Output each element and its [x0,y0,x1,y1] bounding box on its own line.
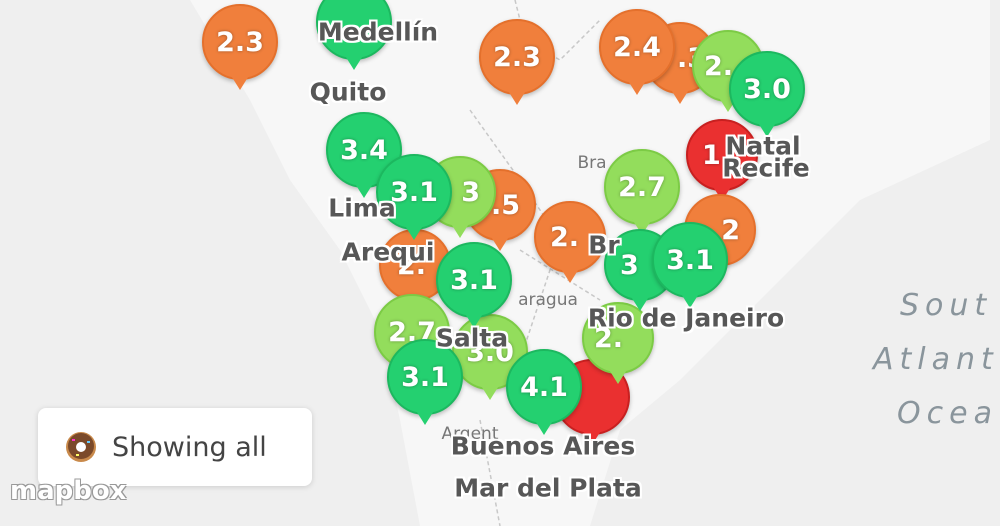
city-label: Mar del Plata [454,473,642,503]
marker[interactable]: 2.7 [604,149,680,235]
marker[interactable]: 3.1 [436,242,512,328]
marker[interactable]: 3.1 [652,222,728,308]
city-label: Salta [435,323,509,353]
place-label: Bra [577,153,607,173]
donut-icon [66,432,96,462]
marker[interactable]: 2.3 [202,4,278,90]
place-label: aragua [518,290,578,310]
marker[interactable] [316,0,392,70]
city-label: Br [588,230,620,260]
marker[interactable]: 3.1 [376,154,452,240]
logo-text: mapbox [10,476,127,506]
city-label: Medellín [317,17,439,47]
ocean-label: Atlant [873,342,999,377]
city-label: Quito [309,77,387,107]
city-label: Lima [328,193,396,223]
marker[interactable]: 2. [534,201,606,283]
marker[interactable]: 4.1 [506,349,582,435]
marker[interactable]: 3.0 [729,51,805,137]
marker[interactable]: 1 [686,119,758,201]
filter-button[interactable]: Showing all [38,408,312,486]
city-label: Buenos Aires [450,431,636,461]
marker[interactable]: 2.4 [599,9,675,95]
marker[interactable]: 3.1 [387,339,463,425]
city-label: Rio de Janeiro [587,303,785,333]
city-label: Arequi [341,237,435,267]
marker[interactable]: 2. [582,302,654,384]
marker[interactable]: 2.3 [479,19,555,105]
ocean-label: Sout [900,288,993,323]
mapbox-logo[interactable]: mapbox [10,476,127,506]
filter-label: Showing all [112,431,267,463]
place-label: Argent [441,424,499,444]
ocean-label: Ocea [897,396,998,431]
city-label: Natal [725,131,801,161]
city-label: Recife [722,153,810,183]
